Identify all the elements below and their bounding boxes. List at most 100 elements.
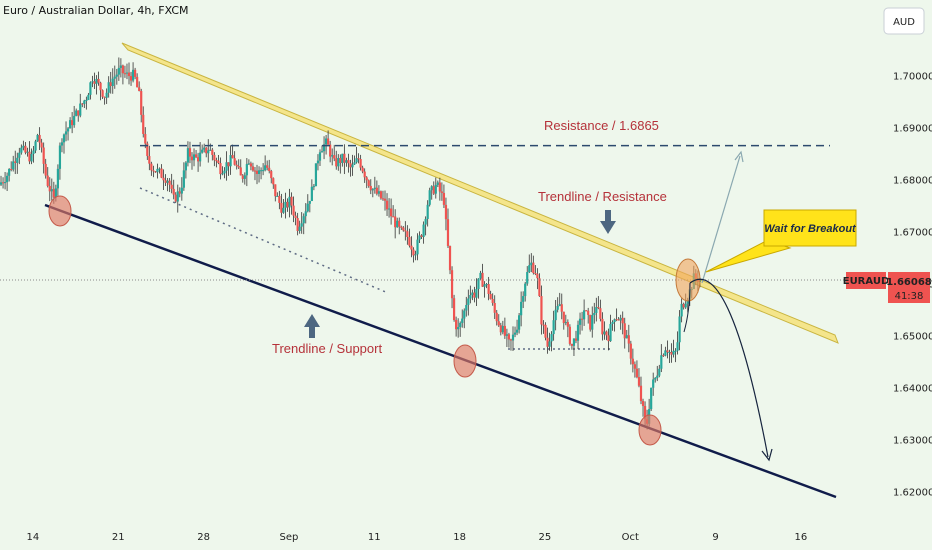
price-tick-label: 1.67000 [893, 227, 932, 238]
candle-body [111, 78, 114, 87]
candle-body [162, 177, 165, 181]
candle-body [341, 153, 344, 164]
bullish-arrowhead-icon [734, 150, 744, 163]
candle-body [542, 324, 545, 326]
candle-body [138, 87, 141, 91]
candle-body [255, 170, 259, 174]
candle-body [154, 171, 157, 173]
candle-body [68, 120, 72, 129]
candle-body [318, 152, 322, 161]
candle-body [227, 162, 230, 167]
candle-body [572, 338, 576, 346]
candle-body [251, 166, 255, 171]
candle-body [505, 334, 509, 336]
candle-body [501, 325, 504, 333]
currency-button[interactable]: AUD [883, 7, 925, 35]
candle-body [121, 65, 125, 74]
price-tick-label: 1.64000 [893, 384, 932, 395]
candle-body [377, 191, 381, 194]
candle-body [455, 319, 458, 330]
candle-body [450, 270, 454, 299]
candle-body [85, 100, 88, 102]
time-tick-label: 9 [712, 532, 718, 543]
candle-body [477, 278, 480, 290]
up-arrow-icon [304, 314, 320, 338]
candle-body [534, 272, 537, 274]
candle-body [495, 312, 498, 322]
candle-body [603, 331, 606, 335]
candle-body [270, 171, 273, 179]
candle-body [465, 304, 468, 311]
candle-body [182, 170, 185, 188]
callout-text: Wait for Breakout [764, 223, 857, 235]
candle-body [627, 335, 630, 344]
candle-body [428, 190, 431, 205]
candle-body [87, 94, 90, 101]
candle-body [300, 223, 303, 227]
candle-body [410, 245, 413, 250]
symbol-tag-label: EURAUD [843, 276, 890, 287]
candle-body [469, 295, 472, 299]
candle-body [117, 67, 120, 75]
candle-body [406, 231, 409, 238]
candle-body [621, 317, 624, 324]
candle-body [184, 162, 188, 171]
price-tick-label: 1.68000 [893, 175, 932, 186]
candle-body [593, 312, 596, 316]
candle-body [656, 375, 659, 378]
candle-body [379, 191, 383, 199]
candle-body [436, 182, 439, 185]
time-axis[interactable]: 14 21 28 Sep 11 18 25 Oct 9 16 [27, 532, 808, 543]
price-tick-label: 1.63000 [893, 436, 932, 447]
candle-body [538, 278, 541, 297]
time-tick-label: 28 [197, 532, 210, 543]
candle-body [570, 343, 574, 346]
candle-body [355, 158, 358, 163]
chart-title: Euro / Australian Dollar, 4h, FXCM [3, 4, 189, 17]
candle-body [682, 303, 685, 308]
time-tick-label: Oct [622, 532, 639, 543]
candle-body [308, 201, 311, 204]
candle-body [463, 310, 466, 319]
candle-body [199, 152, 202, 162]
candle-body [257, 170, 261, 174]
candle-body [24, 145, 27, 153]
touch-circle [453, 344, 477, 378]
candle-body [457, 327, 460, 330]
candle-body [3, 182, 7, 184]
candle-body [345, 160, 348, 163]
candle-body [54, 188, 57, 198]
candle-body [77, 110, 80, 116]
candle-body [140, 90, 143, 115]
candle-body [278, 195, 281, 203]
candle-body [461, 318, 464, 323]
touch-circle [638, 414, 662, 446]
candle-body [583, 310, 586, 320]
candle-body [629, 343, 632, 359]
candle-body [268, 167, 271, 172]
candle-body [660, 355, 663, 369]
countdown-label: 41:38 [895, 291, 924, 302]
candle-body [446, 219, 450, 246]
candle-body [438, 182, 441, 192]
candle-body [115, 74, 118, 77]
candle-body [558, 304, 561, 307]
candle-body [101, 90, 104, 97]
candle-body [607, 335, 610, 342]
candle-body [50, 189, 53, 192]
candle-body [530, 262, 533, 266]
candle-body [306, 203, 309, 212]
candle-body [635, 368, 639, 378]
time-tick-label: 16 [795, 532, 808, 543]
candle-body [123, 73, 127, 75]
last-price-tag [888, 272, 930, 303]
candle-body [262, 170, 265, 172]
candle-body [597, 307, 600, 309]
candle-body [186, 148, 190, 163]
candle-body [40, 142, 43, 148]
candle-body [680, 303, 683, 317]
candle-body [520, 301, 523, 316]
candle-body [286, 201, 289, 208]
candle-body [97, 78, 100, 83]
